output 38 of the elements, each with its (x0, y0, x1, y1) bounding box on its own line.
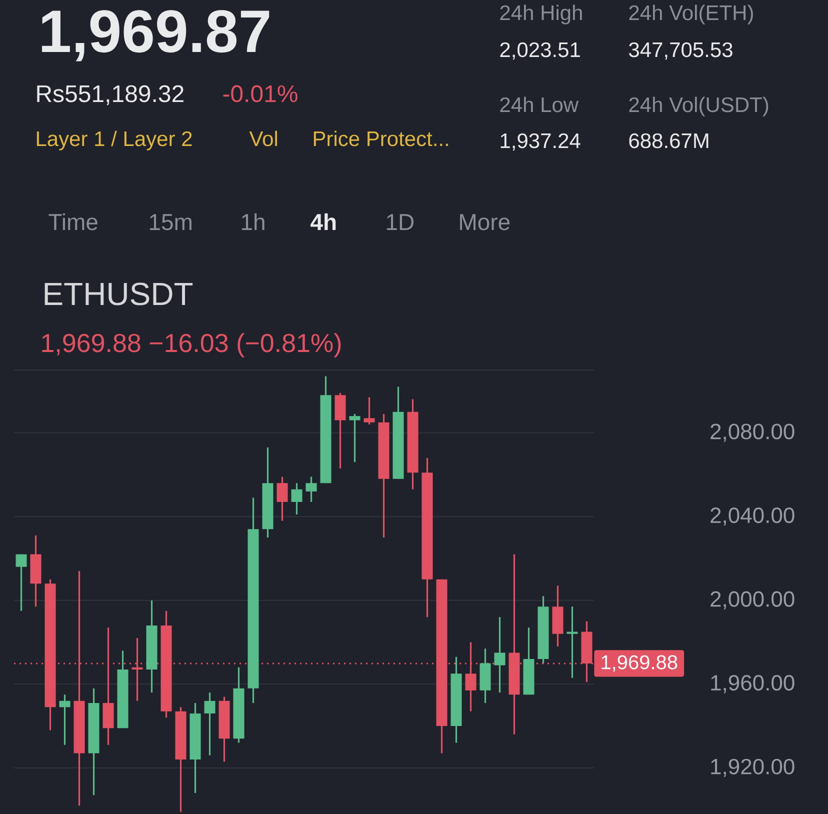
text: 24h Vol(ETH) (629, 4, 753, 24)
candlestick (349, 413, 360, 463)
text: Price Protect... (314, 130, 448, 146)
y-tick-label: 2,040.00 (710, 507, 794, 526)
candlestick (16, 553, 27, 612)
text: 24h Low (500, 96, 579, 112)
text: 24h Vol(USDT) (629, 96, 768, 116)
candlestick (306, 476, 317, 503)
candlestick (59, 694, 70, 746)
y-tick-label: 1,960.00 (711, 675, 794, 694)
candlestick (364, 396, 375, 426)
ref-line-label: 1,969.88 (602, 655, 678, 672)
text: Time (48, 213, 98, 230)
candlestick (291, 482, 302, 516)
text: -0.01% (223, 85, 298, 102)
text: Vol (249, 130, 277, 146)
text: Layer 1 / Layer 2 (36, 130, 192, 150)
text: More (460, 214, 510, 230)
text: Rs551,189.32 (37, 85, 184, 106)
y-tick-label: 2,080.00 (710, 424, 794, 442)
y-tick-label: 1,920.00 (711, 758, 794, 777)
text: 1,937.24 (500, 133, 580, 151)
text: 1,969.87 (42, 10, 270, 62)
candlestick (494, 616, 506, 694)
text: 1D (386, 214, 414, 230)
text: 688.67M (629, 133, 708, 148)
text: 347,705.53 (629, 42, 732, 60)
text: 1h (242, 213, 264, 230)
y-tick-label: 2,000.00 (710, 591, 794, 610)
text: 15m (150, 214, 192, 230)
chart-subtitle: 1,969.88 −16.03 (−0.81%) (42, 333, 341, 358)
chart-title: ETHUSDT (44, 282, 193, 306)
text: 24h High (500, 4, 582, 24)
candlestick (204, 692, 216, 756)
text: 4h (310, 213, 336, 230)
candlestick (276, 476, 288, 522)
text: 2,023.51 (500, 42, 580, 60)
candlestick (566, 606, 578, 679)
